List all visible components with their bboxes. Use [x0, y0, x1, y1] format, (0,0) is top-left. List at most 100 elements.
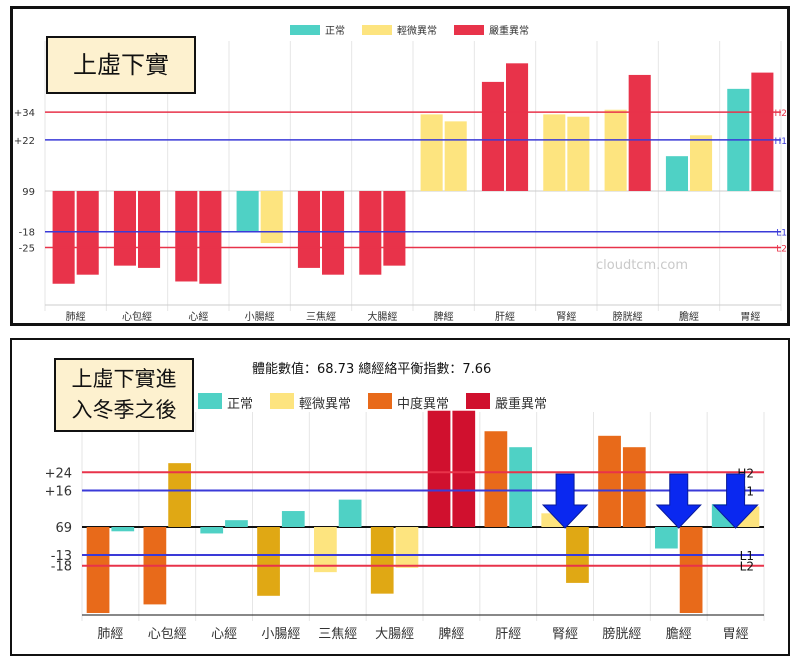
bar-1	[236, 191, 259, 232]
bar-1	[604, 109, 627, 191]
bar-2	[506, 63, 529, 192]
y-tick-label: -18	[19, 228, 35, 239]
bottom-chart-info: 體能數值：68.73 總經絡平衡指數：7.66	[252, 362, 492, 377]
y-tick-label: -25	[19, 244, 35, 255]
reference-line-label: L2	[740, 560, 754, 574]
category-label: 心經	[211, 627, 237, 642]
top-chart: 99 肺經 心包經 心經 小腸經 三焦經 大腸經 脾經 肝經 腎經 膀胱經 膽經 胃經 +34 H2 +22 H…	[14, 24, 788, 323]
legend-swatch	[198, 393, 222, 409]
bar-1	[484, 431, 508, 527]
category-label: 脾經	[434, 310, 454, 323]
bar-1	[359, 191, 382, 275]
category-label: 大腸經	[375, 627, 414, 642]
category-label: 腎經	[556, 310, 576, 323]
bar-2	[622, 447, 646, 527]
legend-label: 嚴重異常	[489, 24, 529, 37]
bar-2	[281, 511, 305, 527]
category-label: 小腸經	[261, 627, 300, 642]
category-label: 肺經	[97, 627, 123, 642]
watermark: cloudtcm.com	[596, 258, 688, 273]
y-tick-label: -18	[51, 560, 72, 575]
bar-2	[395, 527, 419, 568]
legend-label: 中度異常	[397, 396, 449, 412]
bar-2	[383, 191, 406, 266]
bar-2	[322, 191, 345, 275]
category-label: 心包經	[148, 627, 187, 642]
category-label: 膽經	[666, 627, 692, 642]
bar-2	[260, 191, 283, 244]
category-label: 腎經	[552, 627, 578, 642]
bar-1	[598, 435, 621, 527]
bar-1	[427, 410, 451, 527]
down-arrow-icon	[712, 473, 759, 529]
y-tick-label: +22	[14, 136, 35, 147]
bar-2	[567, 116, 590, 191]
bar-1	[113, 191, 136, 266]
category-label: 膀胱經	[613, 310, 643, 323]
down-arrow-icon	[541, 473, 589, 529]
y-tick-label: +34	[14, 108, 35, 119]
legend-swatch	[454, 25, 484, 35]
bar-2	[751, 72, 774, 191]
y-tick-label: +16	[45, 485, 72, 500]
legend-swatch	[290, 25, 320, 35]
bar-2	[168, 463, 191, 527]
bar-2	[338, 499, 362, 527]
category-label: 脾經	[438, 627, 464, 642]
y-tick-label: -13	[51, 549, 72, 564]
reference-line-label: H2	[775, 109, 788, 119]
legend-label: 輕微異常	[299, 397, 351, 412]
category-label: 大腸經	[367, 310, 397, 323]
bar-1	[543, 114, 566, 191]
legend-label: 正常	[227, 397, 253, 412]
top-chart-panel: 99 肺經 心包經 心經 小腸經 三焦經 大腸經 脾經 肝經 腎經 膀胱經 膽經 胃經 +34 H2 +22 H…	[10, 6, 790, 326]
down-arrow-icon	[655, 473, 702, 529]
legend-label: 輕微異常	[397, 24, 437, 37]
bar-1	[314, 527, 337, 573]
bar-2	[679, 527, 703, 613]
category-label: 膽經	[679, 310, 699, 323]
bar-1	[665, 156, 688, 191]
bar-2	[138, 191, 161, 268]
bar-1	[257, 527, 280, 596]
legend-swatch	[270, 393, 294, 409]
bar-1	[52, 191, 75, 284]
reference-line-label: L1	[776, 229, 787, 239]
bar-1	[297, 191, 320, 268]
legend-swatch	[368, 393, 392, 409]
bar-1	[175, 191, 198, 282]
bar-2	[690, 135, 713, 191]
bar-2	[199, 191, 222, 284]
legend-label: 嚴重異常	[495, 396, 547, 412]
reference-line-label: L2	[776, 245, 787, 255]
bar-2	[509, 447, 532, 527]
y-tick-label: 69	[55, 521, 72, 536]
category-label: 肝經	[495, 627, 521, 642]
bar-1	[200, 527, 224, 534]
category-label: 小腸經	[245, 310, 275, 323]
category-label: 肝經	[495, 310, 515, 323]
category-label: 胃經	[723, 627, 749, 642]
bar-2	[111, 527, 135, 532]
category-label: 膀胱經	[602, 626, 641, 642]
bottom-chart-label-line2: 入冬季之後	[71, 398, 177, 422]
bar-1	[420, 114, 443, 191]
y-tick-label: 99	[22, 187, 35, 198]
bar-1	[481, 81, 504, 191]
bottom-chart-label: 上虛下實進 入冬季之後	[54, 358, 194, 432]
category-label: 胃經	[740, 310, 760, 323]
legend-label: 正常	[325, 24, 345, 37]
bottom-chart-label-line1: 上虛下實進	[71, 367, 177, 391]
top-chart-label: 上虛下實	[46, 36, 196, 94]
category-label: 三焦經	[318, 627, 357, 642]
bottom-chart-panel: 69 肺經 心包經 心經 小腸經 三焦經 大腸經 脾經 肝經 腎經 膀胱經 膽經 胃經 +24 H2 +16 H…	[10, 338, 790, 656]
bar-1	[86, 527, 110, 613]
bar-1	[655, 527, 678, 549]
y-tick-label: +24	[45, 466, 72, 481]
bar-1	[370, 527, 394, 594]
bar-2	[225, 520, 248, 527]
legend-swatch	[466, 393, 490, 409]
bar-2	[628, 74, 651, 191]
category-label: 心經	[188, 310, 208, 323]
